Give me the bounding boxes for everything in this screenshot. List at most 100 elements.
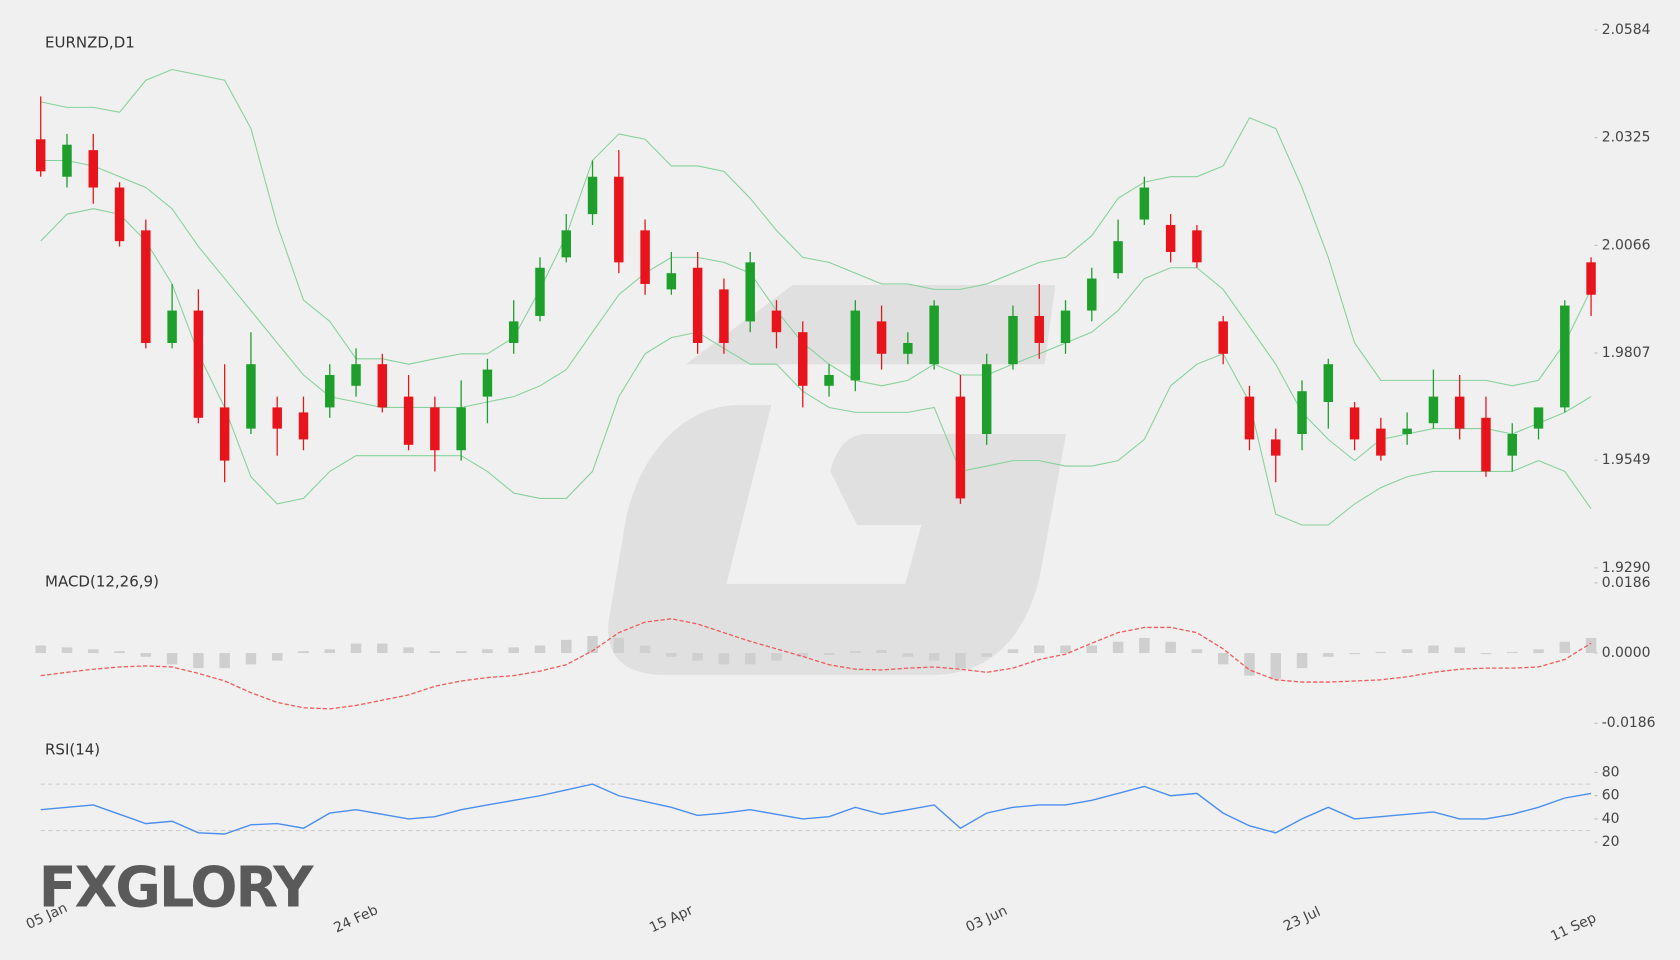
candle-body [272,407,282,429]
candle-body [1323,364,1334,403]
macd-bar [718,653,730,665]
candle-body [1376,428,1386,456]
candle-body [587,176,598,215]
macd-bar [35,645,46,654]
candle-body [167,310,177,343]
candle-body [219,407,230,461]
macd-bar [350,643,362,654]
candle-body [955,396,966,499]
candle-body [35,139,46,172]
candle-body [508,321,519,343]
macd-bar [771,653,782,661]
macd-title: MACD(12,26,9) [45,572,159,590]
macd-bar [245,653,257,665]
rsi-title: RSI(14) [45,741,100,759]
candle-body [193,310,204,418]
candle-body [771,310,782,333]
candle-body [824,374,834,386]
macd-bar [639,645,651,654]
candle-body [1402,428,1412,435]
candle-body [745,262,755,322]
macd-bar [744,653,756,665]
macd-bar [850,651,861,654]
y-tick-label: 20 [1602,834,1620,850]
candle-body [1349,407,1360,440]
candle-body [929,305,939,365]
macd-bar [1217,653,1229,665]
candle-body [850,310,861,381]
candle-body [692,267,703,343]
macd-bar [403,647,414,654]
macd-bar [1296,653,1308,669]
candle-body [1192,230,1202,263]
macd-bar [797,653,809,657]
candle-body [1087,278,1097,311]
macd-bar [1165,641,1176,654]
macd-bar [114,651,125,654]
y-tick-label: 80 [1602,765,1620,781]
y-tick-label: 2.0325 [1602,130,1651,146]
candle-body [903,342,913,354]
y-tick-label: 2.0584 [1602,22,1651,38]
macd-bar [166,653,178,665]
candle-body [1428,396,1439,424]
candle-body [1297,391,1307,435]
candle-body [876,321,887,354]
candle-body [377,364,388,408]
macd-bar [88,649,99,654]
y-tick-label: -0.0186 [1602,715,1656,731]
macd-bar [1349,653,1360,655]
candle-body [614,176,624,263]
macd-bar [377,643,388,654]
macd-signal [40,618,1592,710]
candle-body [114,187,125,242]
candle-body [246,364,256,429]
candle-body [430,407,440,451]
macd-bar [324,649,336,654]
y-tick-label: 0.0186 [1602,575,1651,591]
candle-body [298,412,309,440]
macd-bar [1401,649,1413,654]
macd-bar [1139,637,1150,654]
macd-bar [561,639,572,654]
rsi-line [40,783,1592,835]
candle-body [456,407,466,451]
macd-bar [902,653,914,657]
macd-bar [482,649,493,654]
y-tick-label: 1.9549 [1602,452,1651,468]
bollinger-lower [40,208,1592,526]
y-tick-label: 60 [1602,788,1620,804]
macd-bar [876,650,887,654]
macd-bar [219,653,230,669]
macd-bar [140,653,152,657]
bollinger-upper [40,68,1592,387]
macd-bar [587,636,598,654]
candle-body [1139,187,1150,220]
macd-bar [1112,641,1124,654]
candle-body [88,150,98,188]
candle-body [403,396,414,445]
candle-body [1244,396,1255,440]
macd-bar [955,653,966,669]
candle-body [141,230,151,343]
macd-bar [1323,653,1334,657]
candle-body [1454,396,1465,429]
macd-bar [508,647,519,654]
macd-bar [271,653,283,661]
candle-body [351,364,361,386]
macd-bar [1270,653,1281,680]
macd-bar [1007,649,1019,654]
y-tick-label: 2.0066 [1602,237,1651,253]
y-tick-label: 1.9807 [1602,345,1651,361]
macd-bar [666,653,677,657]
candle-body [482,369,493,397]
candle-body [640,230,650,284]
macd-bar [1033,645,1045,654]
macd-bar [1585,637,1597,654]
price-title: EURNZD,D1 [45,33,135,51]
macd-bar [534,645,546,654]
macd-bar [1506,651,1518,654]
macd-bar [1375,651,1387,654]
y-tick-label: 40 [1602,811,1620,827]
y-tick-label: 0.0000 [1602,645,1651,661]
